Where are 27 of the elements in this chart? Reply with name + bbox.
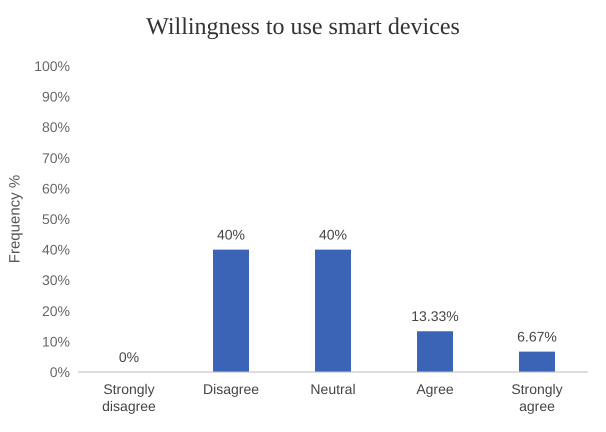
x-tick-label: Neutral bbox=[310, 381, 356, 397]
y-tick-label: 40% bbox=[42, 242, 70, 258]
x-tick-label: Disagree bbox=[202, 381, 260, 397]
data-label: 40% bbox=[216, 226, 246, 243]
bar bbox=[417, 331, 453, 372]
y-tick-label: 30% bbox=[42, 272, 70, 288]
y-tick-label: 0% bbox=[50, 364, 70, 380]
y-tick-label: 60% bbox=[42, 180, 70, 196]
data-label: 40% bbox=[318, 226, 348, 243]
x-tick-label: Strongly disagree bbox=[102, 381, 156, 414]
x-tick-label: Strongly agree bbox=[511, 381, 563, 414]
bar bbox=[519, 352, 555, 372]
data-label: 6.67% bbox=[517, 328, 557, 345]
y-tick-label: 50% bbox=[42, 210, 70, 227]
data-label: 0% bbox=[118, 349, 140, 365]
bar bbox=[213, 250, 249, 372]
y-tick-label: 10% bbox=[42, 333, 70, 350]
y-axis-title: Frequency % bbox=[6, 174, 24, 264]
x-tick-label: Agree bbox=[416, 381, 454, 397]
y-tick-label: 70% bbox=[42, 150, 70, 166]
y-tick-label: 90% bbox=[42, 88, 70, 105]
chart-title: Willingness to use smart devices bbox=[145, 14, 461, 41]
y-tick-label: 20% bbox=[42, 302, 70, 319]
y-tick-label: 80% bbox=[42, 119, 70, 136]
bar bbox=[315, 250, 351, 372]
y-tick-label: 100% bbox=[34, 58, 70, 74]
data-label: 13.33% bbox=[411, 308, 459, 324]
